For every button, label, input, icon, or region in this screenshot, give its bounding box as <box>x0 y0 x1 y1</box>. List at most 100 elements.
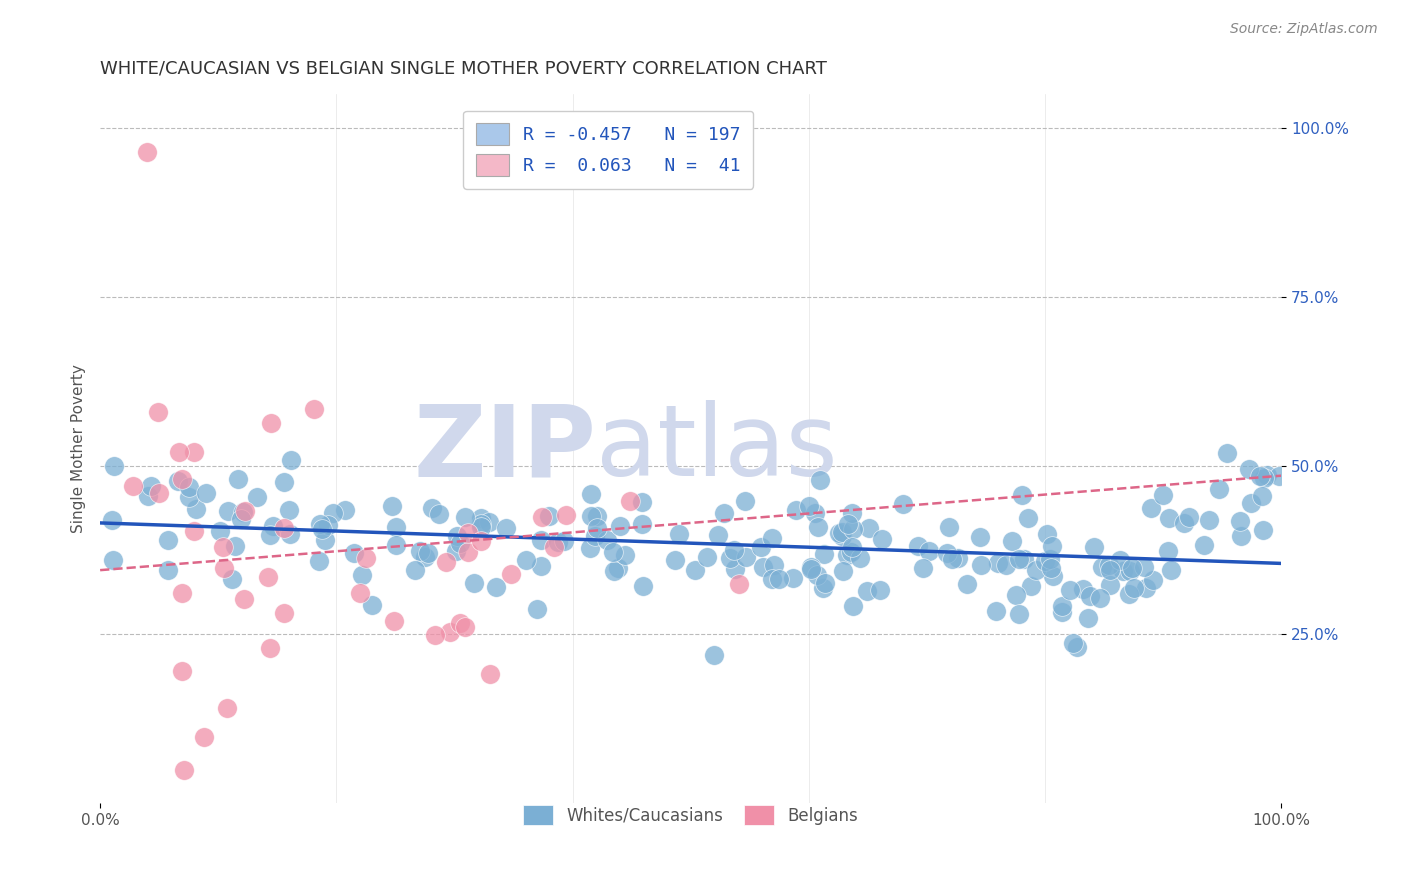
Point <box>839 545 862 559</box>
Point <box>583 529 606 543</box>
Point <box>751 540 773 554</box>
Point <box>136 145 159 159</box>
Point <box>530 533 553 547</box>
Point <box>1050 599 1073 614</box>
Point <box>322 506 344 520</box>
Point <box>1112 564 1135 578</box>
Point <box>172 472 194 486</box>
Point <box>1025 563 1047 577</box>
Point <box>470 519 492 533</box>
Point <box>761 572 783 586</box>
Point <box>260 416 283 430</box>
Point <box>229 512 252 526</box>
Point <box>136 489 159 503</box>
Point <box>800 562 823 576</box>
Point <box>724 561 747 575</box>
Point <box>446 528 468 542</box>
Point <box>1021 579 1043 593</box>
Point <box>1152 488 1174 502</box>
Point <box>479 667 502 681</box>
Point <box>938 520 960 534</box>
Point <box>1216 446 1239 460</box>
Point <box>762 558 785 573</box>
Point <box>217 504 239 518</box>
Point <box>728 577 751 591</box>
Point <box>1157 543 1180 558</box>
Point <box>212 560 235 574</box>
Point <box>811 581 834 595</box>
Point <box>259 641 281 656</box>
Point <box>955 577 977 591</box>
Point <box>1066 640 1088 654</box>
Point <box>1007 607 1029 621</box>
Point <box>526 602 548 616</box>
Point <box>1059 582 1081 597</box>
Point <box>1040 539 1063 553</box>
Point <box>813 547 835 561</box>
Point <box>385 520 408 534</box>
Point <box>101 513 124 527</box>
Point <box>1091 560 1114 574</box>
Point <box>1132 559 1154 574</box>
Point <box>537 509 560 524</box>
Point <box>602 545 624 559</box>
Point <box>808 474 831 488</box>
Point <box>631 579 654 593</box>
Point <box>381 499 404 513</box>
Point <box>361 598 384 612</box>
Point <box>273 520 295 534</box>
Point <box>831 525 853 540</box>
Y-axis label: Single Mother Poverty: Single Mother Poverty <box>72 364 86 533</box>
Point <box>183 445 205 459</box>
Point <box>585 508 607 523</box>
Point <box>101 553 124 567</box>
Text: ZIP: ZIP <box>413 401 596 497</box>
Point <box>209 524 232 538</box>
Point <box>828 526 851 541</box>
Point <box>609 518 631 533</box>
Point <box>233 503 256 517</box>
Point <box>1173 516 1195 531</box>
Point <box>1001 533 1024 548</box>
Point <box>449 615 471 630</box>
Point <box>1229 514 1251 528</box>
Point <box>891 497 914 511</box>
Point <box>277 503 299 517</box>
Point <box>761 531 783 545</box>
Legend: Whites/Caucasians, Belgians: Whites/Caucasians, Belgians <box>515 797 866 834</box>
Point <box>970 558 993 573</box>
Point <box>581 508 603 523</box>
Point <box>246 491 269 505</box>
Point <box>841 541 863 555</box>
Point <box>668 527 690 541</box>
Point <box>148 485 170 500</box>
Point <box>1062 636 1084 650</box>
Point <box>1036 527 1059 541</box>
Point <box>918 544 941 558</box>
Point <box>427 507 450 521</box>
Point <box>259 528 281 542</box>
Point <box>409 543 432 558</box>
Point <box>333 502 356 516</box>
Point <box>1135 581 1157 595</box>
Point <box>177 490 200 504</box>
Point <box>262 518 284 533</box>
Point <box>969 530 991 544</box>
Point <box>193 730 215 744</box>
Point <box>470 534 492 549</box>
Point <box>631 517 654 532</box>
Point <box>837 516 859 531</box>
Point <box>121 479 143 493</box>
Point <box>858 521 880 535</box>
Point <box>547 534 569 549</box>
Point <box>1253 471 1275 485</box>
Point <box>579 541 602 555</box>
Point <box>1099 563 1122 577</box>
Point <box>1178 510 1201 524</box>
Point <box>831 528 853 542</box>
Point <box>768 572 790 586</box>
Point <box>984 604 1007 618</box>
Point <box>664 553 686 567</box>
Point <box>1071 582 1094 596</box>
Point <box>543 540 565 554</box>
